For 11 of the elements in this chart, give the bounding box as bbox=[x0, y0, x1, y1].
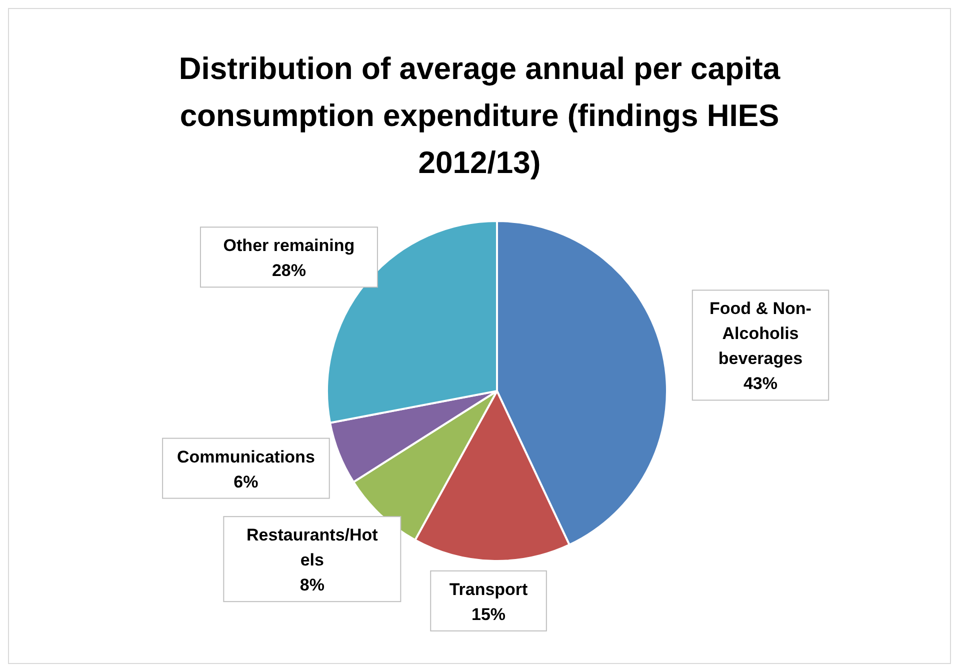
slice-label: Other remaining bbox=[223, 236, 355, 256]
data-label: 6% bbox=[234, 472, 258, 492]
slice-label: Transport bbox=[449, 580, 528, 599]
data-label: 15% bbox=[472, 604, 506, 624]
data-label: 43% bbox=[743, 374, 778, 394]
slice-label: Communications bbox=[177, 447, 315, 466]
slice-label: Food & Non-Alcoholis beverages bbox=[710, 299, 812, 368]
data-label: 28% bbox=[272, 261, 306, 280]
data-label: 8% bbox=[300, 576, 324, 595]
chart-title: Distribution of average annual per capita consumption expenditure (findings HIES 2012/13) bbox=[178, 50, 782, 182]
slice-label: Restaurants/Hotels bbox=[246, 526, 378, 570]
